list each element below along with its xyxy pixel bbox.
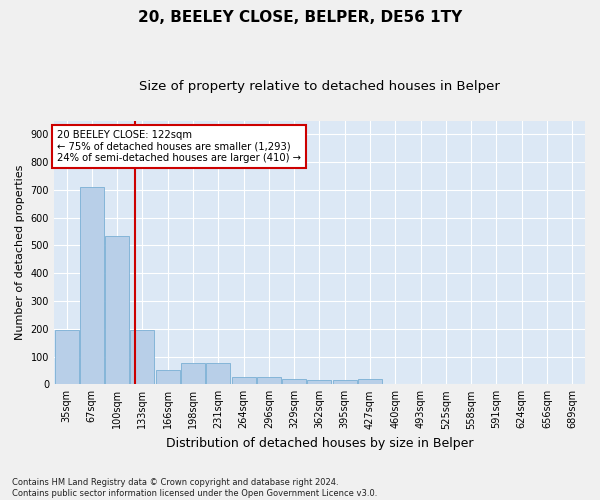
Text: 20 BEELEY CLOSE: 122sqm
← 75% of detached houses are smaller (1,293)
24% of semi: 20 BEELEY CLOSE: 122sqm ← 75% of detache… — [56, 130, 301, 163]
Bar — [333, 380, 357, 384]
Bar — [206, 364, 230, 384]
Bar — [55, 330, 79, 384]
Text: Contains HM Land Registry data © Crown copyright and database right 2024.
Contai: Contains HM Land Registry data © Crown c… — [12, 478, 377, 498]
X-axis label: Distribution of detached houses by size in Belper: Distribution of detached houses by size … — [166, 437, 473, 450]
Y-axis label: Number of detached properties: Number of detached properties — [15, 164, 25, 340]
Bar — [257, 378, 281, 384]
Bar — [105, 236, 129, 384]
Bar — [358, 380, 382, 384]
Bar — [130, 330, 154, 384]
Bar — [80, 187, 104, 384]
Bar — [181, 364, 205, 384]
Bar — [307, 380, 331, 384]
Bar — [232, 378, 256, 384]
Bar — [282, 379, 306, 384]
Text: 20, BEELEY CLOSE, BELPER, DE56 1TY: 20, BEELEY CLOSE, BELPER, DE56 1TY — [138, 10, 462, 25]
Title: Size of property relative to detached houses in Belper: Size of property relative to detached ho… — [139, 80, 500, 93]
Bar — [156, 370, 180, 384]
